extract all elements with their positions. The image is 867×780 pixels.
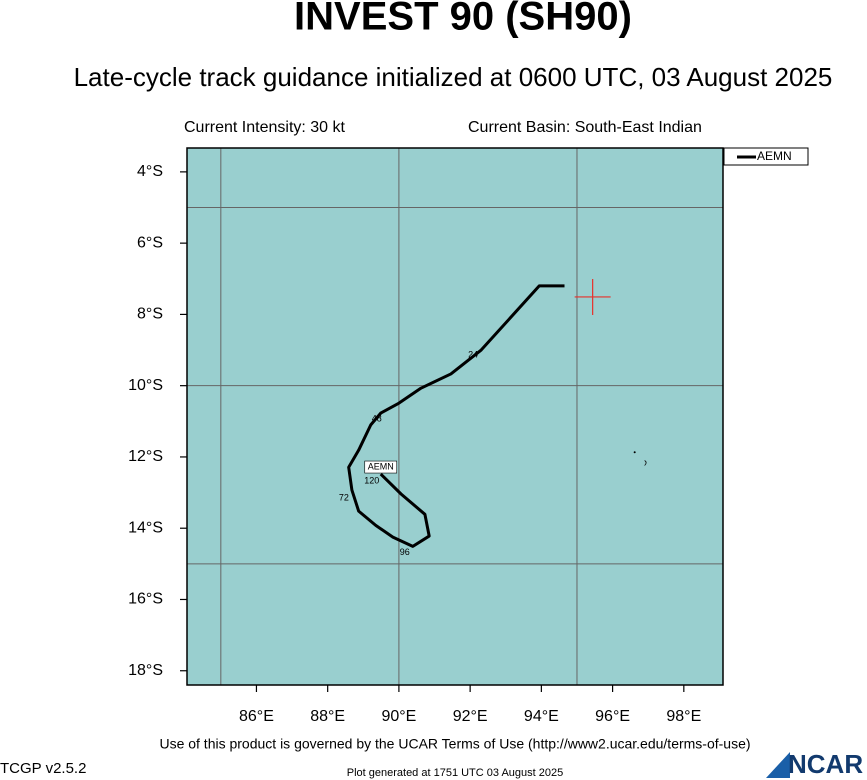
map-frame (186, 147, 724, 686)
y-tick-label: 14°S (128, 519, 163, 536)
current-position (574, 278, 611, 315)
y-tick-label: 16°S (128, 591, 163, 608)
version: TCGP v2.5.2 (0, 760, 86, 777)
x-tick-label: 90°E (381, 708, 416, 725)
map-area (186, 147, 724, 686)
hour-label: 72 (339, 492, 349, 502)
logo: NCAR (788, 749, 863, 779)
island (633, 451, 636, 454)
basin: Current Basin: South-East Indian (468, 119, 702, 136)
hour-label: 48 (372, 413, 382, 423)
subtitle: Late-cycle track guidance initialized at… (74, 62, 833, 92)
generated: Plot generated at 1751 UTC 03 August 202… (347, 767, 564, 779)
x-tick-label: 86°E (239, 708, 274, 725)
track-label: AEMN (368, 461, 394, 471)
y-tick-label: 10°S (128, 377, 163, 394)
legend-label: AEMN (757, 149, 792, 163)
x-tick-label: 98°E (666, 708, 701, 725)
hour-label: 96 (400, 547, 410, 557)
intensity: Current Intensity: 30 kt (184, 119, 346, 136)
logo-mark (766, 752, 790, 778)
y-tick-label: 18°S (128, 662, 163, 679)
track-label-box (364, 460, 398, 474)
terms: Use of this product is governed by the U… (159, 736, 750, 752)
y-tick-label: 6°S (137, 234, 163, 251)
map-background (187, 148, 723, 685)
title: INVEST 90 (SH90) (294, 0, 632, 39)
legend-box (723, 147, 809, 166)
y-tick-label: 8°S (137, 306, 163, 323)
track (347, 284, 565, 548)
x-tick-label: 96°E (595, 708, 630, 725)
x-tick-label: 88°E (310, 708, 345, 725)
island (644, 460, 647, 466)
y-tick-label: 12°S (128, 448, 163, 465)
y-tick-label: 4°S (137, 163, 163, 180)
hour-label: 24 (468, 349, 478, 359)
x-tick-label: 92°E (453, 708, 488, 725)
hour-label: 120 (364, 475, 379, 485)
x-tick-label: 94°E (524, 708, 559, 725)
